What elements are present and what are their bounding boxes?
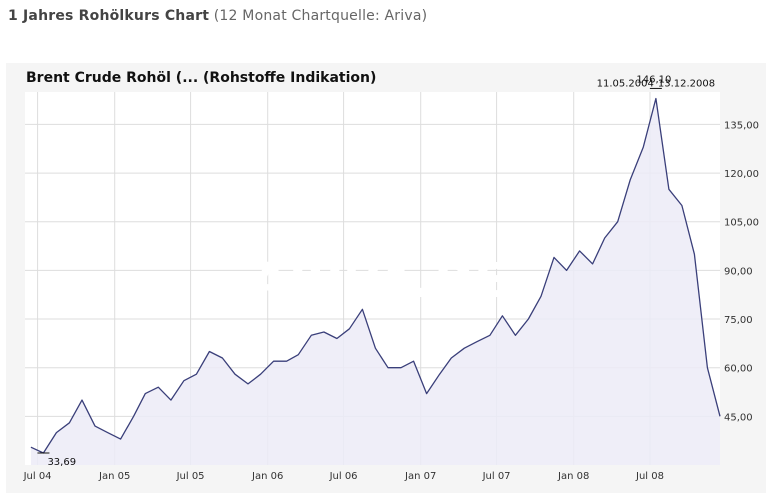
x-tick-label: Jul 08 — [635, 471, 664, 482]
high-date-right: 13.12.2008 — [658, 78, 715, 89]
x-tick-label: Jan 05 — [98, 471, 130, 482]
y-tick-label: 45,00 — [724, 412, 753, 423]
chart-header: 1 Jahres Rohölkurs Chart (12 Monat Chart… — [8, 8, 427, 24]
x-axis: Jul 04 Jan 05 Jul 05 Jan 06 Jul 06 Jan 07 Jul … — [23, 471, 664, 482]
chart-title: Brent Crude Rohöl (... (Rohstoffe Indika… — [26, 70, 377, 86]
series-group — [30, 97, 721, 465]
series-area — [30, 98, 720, 465]
x-tick-label: Jul 07 — [482, 471, 511, 482]
x-tick-label: Jan 08 — [557, 471, 589, 482]
x-tick-label: Jul 05 — [176, 471, 205, 482]
high-date-left: 11.05.2004 — [597, 78, 654, 89]
y-tick-label: 105,00 — [724, 218, 759, 229]
y-tick-label: 60,00 — [724, 364, 753, 375]
series-line — [30, 97, 721, 454]
y-tick-label: 90,00 — [724, 266, 753, 277]
x-tick-label: Jul 06 — [329, 471, 358, 482]
y-tick-label: 120,00 — [724, 169, 759, 180]
header-title: 1 Jahres Rohölkurs Chart — [8, 8, 210, 24]
header-subtitle: (12 Monat Chartquelle: Ariva) — [213, 8, 428, 24]
watermark: ARIVA.DE — [246, 253, 505, 309]
y-axis: 45,00 60,00 75,00 90,00 105,00 120,00 135,00 — [724, 120, 759, 423]
x-tick-label: Jan 06 — [251, 471, 283, 482]
high-value-label: 146,10 — [636, 74, 671, 85]
low-value-label: 33,69 — [47, 457, 76, 468]
y-tick-label: 135,00 — [724, 120, 759, 131]
x-tick-label: Jul 04 — [23, 471, 52, 482]
y-tick-label: 75,00 — [724, 315, 753, 326]
x-tick-label: Jan 07 — [404, 471, 436, 482]
